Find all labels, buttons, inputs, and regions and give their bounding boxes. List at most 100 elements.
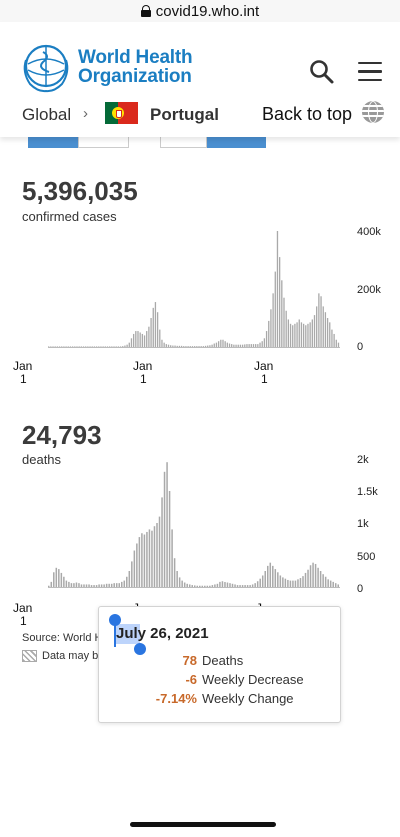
deaths-bar[interactable]: [256, 581, 259, 587]
cases-bar[interactable]: [307, 323, 309, 347]
cases-bar[interactable]: [233, 344, 235, 347]
deaths-bar[interactable]: [219, 581, 221, 587]
deaths-bar[interactable]: [138, 537, 141, 587]
deaths-bar[interactable]: [289, 580, 292, 587]
cases-bar[interactable]: [95, 346, 98, 347]
cases-bar[interactable]: [204, 345, 207, 347]
cases-bar[interactable]: [318, 293, 320, 347]
cases-bar[interactable]: [172, 345, 174, 347]
cases-bar[interactable]: [150, 318, 152, 347]
cases-bar[interactable]: [119, 346, 122, 347]
cases-bar[interactable]: [207, 345, 209, 347]
cases-bar[interactable]: [311, 319, 313, 347]
cases-bar[interactable]: [196, 346, 198, 347]
cases-bar[interactable]: [200, 346, 202, 347]
deaths-bar[interactable]: [156, 523, 158, 587]
deaths-bar[interactable]: [329, 580, 332, 587]
deaths-bar[interactable]: [186, 583, 188, 587]
deaths-bar[interactable]: [131, 561, 133, 587]
deaths-bar[interactable]: [100, 584, 103, 587]
deaths-bar[interactable]: [297, 579, 299, 587]
deaths-bar[interactable]: [75, 582, 78, 587]
cases-bar[interactable]: [128, 342, 130, 347]
cases-bar[interactable]: [93, 346, 96, 347]
deaths-bar[interactable]: [115, 583, 118, 587]
cases-bar[interactable]: [61, 346, 63, 347]
deaths-bar[interactable]: [209, 585, 211, 587]
globe-icon[interactable]: [362, 101, 384, 123]
deaths-bar[interactable]: [50, 581, 53, 587]
cases-bar[interactable]: [331, 329, 333, 347]
deaths-bar[interactable]: [88, 584, 90, 587]
cases-bar[interactable]: [106, 346, 109, 347]
hamburger-menu-icon[interactable]: [358, 62, 382, 82]
deaths-bar[interactable]: [103, 584, 105, 587]
cases-bar[interactable]: [278, 257, 281, 347]
deaths-bar[interactable]: [302, 576, 304, 587]
cases-bar[interactable]: [115, 346, 117, 347]
cases-bar[interactable]: [139, 332, 141, 348]
deaths-bar[interactable]: [319, 571, 322, 587]
cases-bar[interactable]: [85, 346, 87, 347]
cases-bar[interactable]: [305, 325, 307, 347]
cases-bar[interactable]: [71, 346, 74, 347]
cases-bar[interactable]: [52, 346, 54, 347]
deaths-bar[interactable]: [126, 576, 128, 587]
deaths-bar[interactable]: [204, 585, 206, 587]
cases-bar[interactable]: [289, 323, 292, 347]
cases-bar[interactable]: [161, 339, 163, 347]
deaths-bar[interactable]: [63, 576, 65, 587]
deaths-bar[interactable]: [128, 571, 131, 587]
deaths-bar[interactable]: [136, 543, 138, 587]
cases-bar[interactable]: [313, 315, 316, 347]
cases-bar[interactable]: [335, 339, 337, 347]
deaths-bar[interactable]: [282, 577, 284, 587]
deaths-bar[interactable]: [249, 585, 251, 587]
deaths-bar[interactable]: [229, 583, 231, 587]
deaths-bar[interactable]: [105, 583, 108, 587]
cases-bar[interactable]: [174, 345, 176, 347]
cases-bar[interactable]: [283, 297, 285, 347]
cases-bar[interactable]: [337, 342, 340, 347]
cases-bar[interactable]: [239, 344, 242, 347]
deaths-bar[interactable]: [80, 584, 83, 587]
cases-bar[interactable]: [91, 346, 93, 347]
cases-bar[interactable]: [211, 344, 213, 347]
cases-bar[interactable]: [287, 319, 290, 347]
deaths-bar[interactable]: [226, 582, 229, 587]
cases-bar[interactable]: [257, 344, 259, 347]
cases-bar[interactable]: [300, 322, 303, 347]
deaths-bar[interactable]: [269, 562, 272, 587]
deaths-bar[interactable]: [292, 580, 294, 587]
deaths-bar[interactable]: [166, 462, 168, 587]
cases-bar[interactable]: [194, 346, 196, 347]
cases-bar[interactable]: [189, 346, 191, 347]
home-indicator[interactable]: [130, 822, 276, 827]
cases-bar[interactable]: [176, 345, 178, 347]
deaths-bar[interactable]: [143, 534, 146, 587]
deaths-bar[interactable]: [153, 526, 156, 587]
cases-bar[interactable]: [322, 306, 324, 347]
deaths-bar[interactable]: [216, 583, 219, 587]
cases-bar[interactable]: [124, 345, 126, 347]
cases-bar[interactable]: [50, 346, 52, 347]
cases-bar[interactable]: [316, 306, 318, 347]
cases-bar[interactable]: [113, 346, 115, 347]
deaths-bar[interactable]: [173, 558, 176, 587]
deaths-bar[interactable]: [70, 583, 73, 587]
cases-bar[interactable]: [69, 346, 72, 347]
cases-bar[interactable]: [235, 344, 237, 347]
deaths-bar[interactable]: [110, 583, 113, 587]
cases-bar[interactable]: [222, 339, 224, 347]
cases-bar[interactable]: [183, 346, 185, 347]
cases-bar[interactable]: [213, 343, 215, 347]
cases-bar[interactable]: [228, 343, 231, 347]
cases-bar[interactable]: [146, 331, 148, 347]
cases-bar[interactable]: [165, 344, 167, 347]
cases-bar[interactable]: [154, 302, 157, 347]
deaths-bar[interactable]: [251, 584, 254, 587]
cases-bar[interactable]: [65, 346, 67, 347]
deaths-bar[interactable]: [118, 583, 120, 587]
deaths-bar[interactable]: [261, 575, 264, 587]
cases-bar[interactable]: [263, 338, 266, 347]
